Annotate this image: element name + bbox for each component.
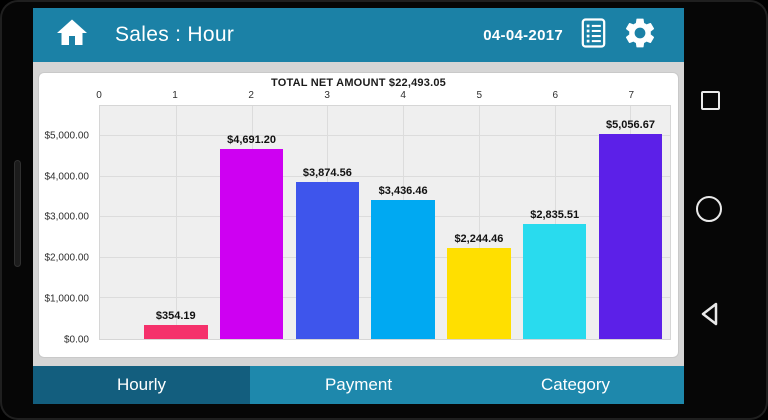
x-tick-label: 4 xyxy=(400,90,406,101)
y-tick-label: $5,000.00 xyxy=(44,130,90,142)
recents-button[interactable] xyxy=(701,91,720,110)
app-screen: Sales : Hour 04-04-2017 xyxy=(33,8,684,404)
x-axis-labels: 0 1 2 3 4 5 6 7 xyxy=(96,90,671,105)
y-tick-label: $0.00 xyxy=(63,334,89,346)
app-header: Sales : Hour 04-04-2017 xyxy=(33,8,684,62)
chart-card: TOTAL NET AMOUNT $22,493.05 0 1 2 3 4 5 6 7 $0.… xyxy=(38,72,679,358)
date-display[interactable]: 04-04-2017 xyxy=(483,26,563,44)
android-nav-bar xyxy=(684,8,768,404)
bar-hour-3 xyxy=(295,182,360,339)
back-button[interactable] xyxy=(699,301,721,332)
gridline-horizontal xyxy=(100,135,670,137)
y-tick-label: $3,000.00 xyxy=(44,211,90,223)
bar-value-label: $2,244.46 xyxy=(454,233,504,246)
gear-icon xyxy=(622,15,658,56)
bar-value-label: $5,056.67 xyxy=(606,119,655,132)
bar-value-label: $3,436.46 xyxy=(378,184,428,197)
tab-hourly[interactable]: Hourly xyxy=(33,366,250,404)
android-home-button[interactable] xyxy=(696,196,722,222)
tab-payment[interactable]: Payment xyxy=(324,375,393,394)
x-tick-label: 5 xyxy=(476,90,483,101)
back-triangle-icon xyxy=(699,302,721,331)
gridline-vertical xyxy=(175,106,177,339)
speaker-grille xyxy=(14,160,21,267)
bar-value-label: $2,835.51 xyxy=(530,209,580,222)
y-tick-label: $1,000.00 xyxy=(44,293,90,305)
tab-category[interactable]: Category xyxy=(541,375,610,394)
report-button[interactable] xyxy=(580,17,607,54)
page-title: Sales : Hour xyxy=(115,23,235,46)
bar-value-label: $354.19 xyxy=(155,309,196,322)
report-list-icon xyxy=(580,17,607,54)
bar-hour-7 xyxy=(598,134,663,339)
bar-hour-5 xyxy=(447,248,511,339)
home-icon xyxy=(54,15,90,56)
bar-hour-2 xyxy=(219,148,284,339)
settings-button[interactable] xyxy=(622,15,658,56)
x-tick-label: 7 xyxy=(628,90,635,101)
bar-hour-1 xyxy=(144,324,208,339)
gridline-vertical xyxy=(478,106,480,339)
gridline-horizontal xyxy=(100,175,670,177)
x-tick-label: 1 xyxy=(172,90,178,101)
bar-value-label: $4,691.20 xyxy=(227,133,277,146)
bar-hour-4 xyxy=(371,199,435,339)
bar-value-label: $3,874.56 xyxy=(302,167,352,179)
home-button[interactable] xyxy=(53,16,91,54)
content-area: TOTAL NET AMOUNT $22,493.05 0 1 2 3 4 5 6 7 $0.… xyxy=(33,62,684,366)
y-tick-label: $4,000.00 xyxy=(44,171,90,183)
x-tick-label: 6 xyxy=(552,90,559,101)
chart-title: TOTAL NET AMOUNT $22,493.05 xyxy=(271,77,446,89)
plot-area: $354.19 $4,691.20 $3,874.56 $3,436.46 $2,244… xyxy=(99,105,671,340)
x-tick-label: 2 xyxy=(248,90,254,101)
x-tick-label: 3 xyxy=(324,90,330,101)
gridline-vertical xyxy=(554,106,556,339)
y-tick-label: $2,000.00 xyxy=(44,252,90,264)
bar-hour-6 xyxy=(522,224,587,339)
x-tick-label: 0 xyxy=(96,90,102,101)
y-axis-labels: $0.00 $1,000.00 $2,000.00 $3,000.00 $4,000.0… xyxy=(39,105,93,345)
bottom-tab-bar: Hourly Payment Category xyxy=(33,366,684,404)
